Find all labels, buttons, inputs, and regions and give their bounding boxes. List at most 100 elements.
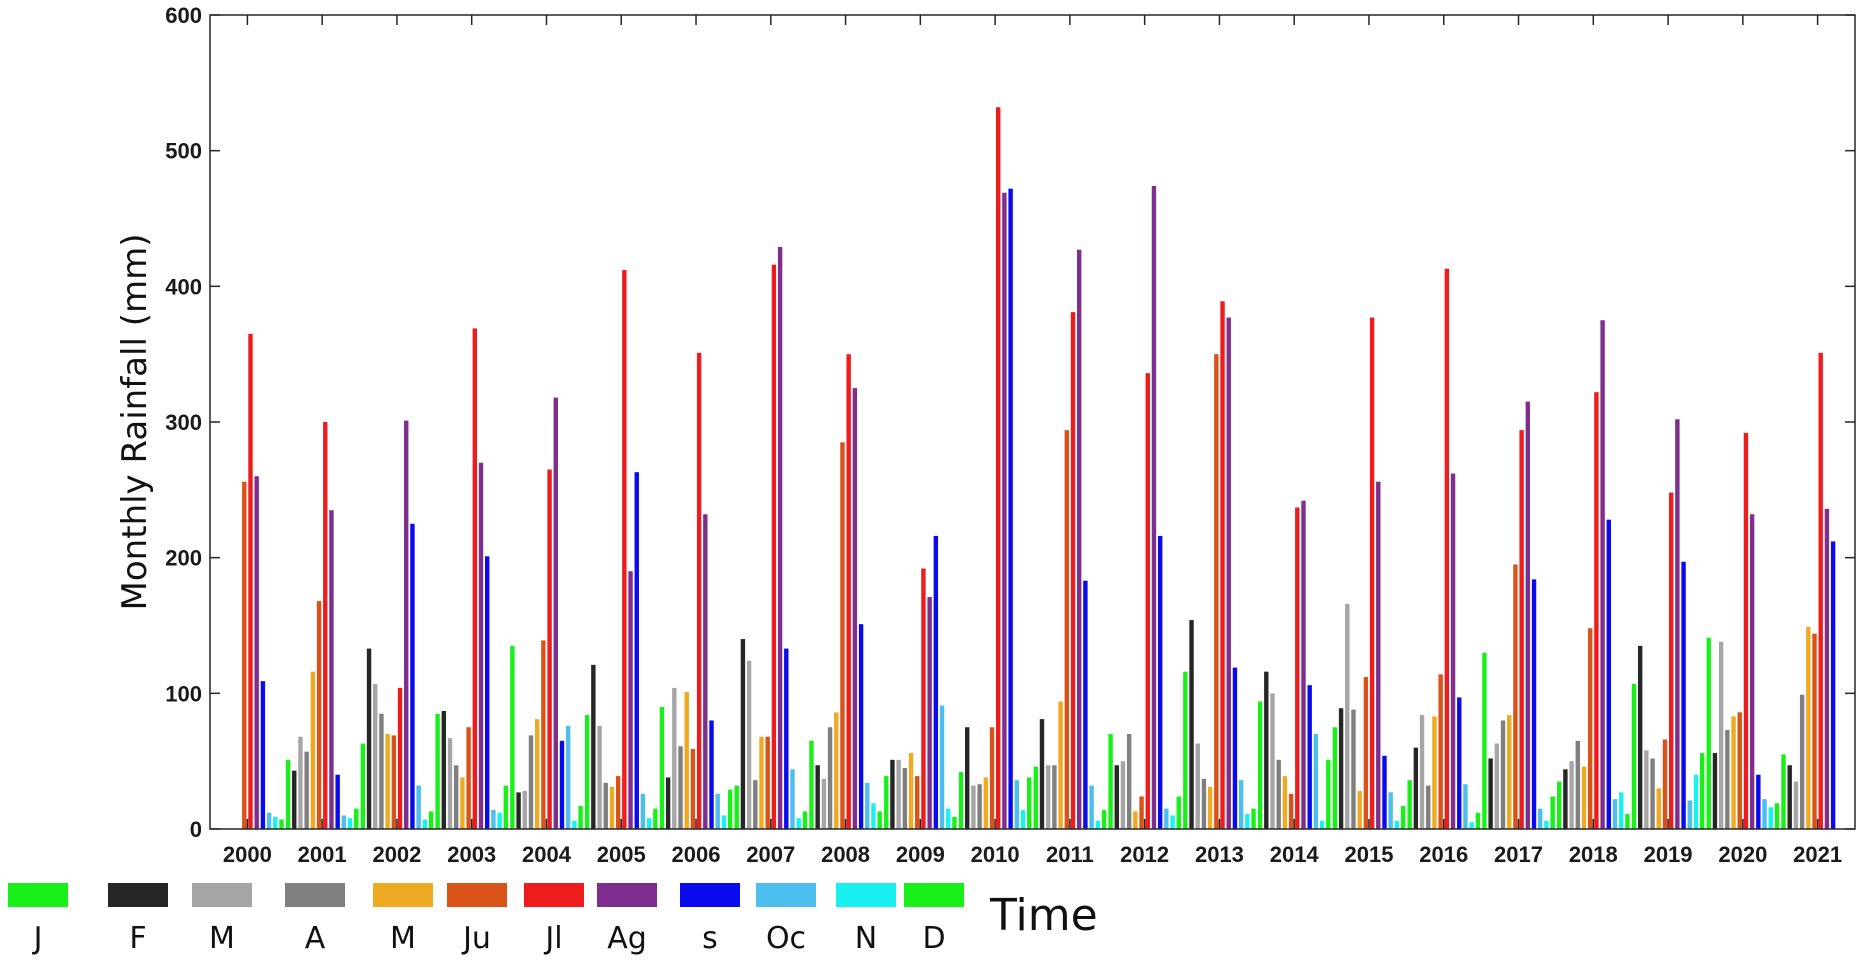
- bar-2005-series-10: [646, 818, 652, 829]
- bar-2008-series-0: [809, 740, 814, 829]
- bar-2009-series-3: [902, 767, 908, 829]
- legend-label-3: A: [305, 921, 326, 956]
- bar-2018-series-1: [1563, 769, 1568, 829]
- bar-2002-series-5: [391, 735, 397, 829]
- bar-2006-series-5: [690, 748, 696, 829]
- bar-2021-series-3: [1799, 694, 1805, 829]
- bar-2018-series-6: [1594, 392, 1599, 829]
- bar-2004-series-0: [510, 645, 515, 829]
- bar-2013-series-1: [1189, 620, 1194, 829]
- bar-2001-series-4: [310, 671, 316, 829]
- bar-2006-series-11: [727, 789, 733, 829]
- bar-2001-series-10: [347, 818, 353, 829]
- bar-2011-series-2: [1045, 765, 1051, 829]
- bar-2009-series-9: [939, 705, 945, 829]
- bar-2015-series-7: [1376, 481, 1381, 829]
- legend-swatch-7: [597, 883, 657, 907]
- bar-2005-series-8: [634, 472, 639, 829]
- bar-2014-series-1: [1264, 671, 1269, 829]
- legend-swatch-1: [108, 883, 168, 907]
- y-tick-label: 500: [165, 139, 202, 164]
- bar-2002-series-3: [379, 713, 384, 829]
- bar-2007-series-6: [771, 264, 777, 829]
- bar-2017-series-2: [1494, 743, 1500, 829]
- bar-2013-series-10: [1245, 814, 1250, 829]
- bar-2000-series-5: [242, 481, 247, 829]
- bar-2021-series-6: [1818, 352, 1823, 829]
- bar-2003-series-0: [435, 713, 440, 829]
- bar-2011-series-10: [1095, 820, 1100, 829]
- legend-label-7: Ag: [607, 921, 647, 956]
- x-tick-label: 2006: [672, 842, 721, 867]
- bar-2001-series-5: [316, 601, 322, 829]
- bar-2004-series-10: [572, 820, 577, 829]
- legend-label-10: N: [855, 921, 877, 956]
- bar-2005-series-9: [640, 793, 646, 829]
- bar-2016-series-4: [1432, 716, 1437, 829]
- bar-2016-series-2: [1419, 715, 1425, 829]
- bar-2003-series-5: [466, 727, 471, 829]
- bar-2013-series-2: [1195, 743, 1200, 829]
- bar-2001-series-1: [292, 770, 297, 829]
- bar-2015-series-1: [1338, 708, 1344, 829]
- bar-2021-series-1: [1787, 765, 1792, 829]
- bar-2002-series-8: [410, 523, 415, 829]
- bar-2017-series-10: [1544, 820, 1549, 829]
- bar-2008-series-9: [865, 782, 870, 829]
- bar-2014-series-0: [1257, 701, 1263, 829]
- x-tick-label: 2007: [746, 842, 795, 867]
- bar-2006-series-1: [665, 777, 671, 829]
- bar-2003-series-7: [478, 462, 484, 829]
- x-tick-label: 2010: [971, 842, 1020, 867]
- bar-2018-series-5: [1588, 628, 1593, 829]
- bar-2011-series-11: [1101, 810, 1107, 829]
- bar-2006-series-2: [672, 687, 677, 829]
- bar-2019-series-11: [1699, 753, 1705, 829]
- legend-swatch-5: [447, 883, 507, 907]
- bar-2016-series-8: [1457, 697, 1462, 829]
- bar-2005-series-7: [628, 571, 633, 829]
- bar-2020-series-3: [1725, 729, 1730, 829]
- bar-2013-series-9: [1238, 780, 1244, 829]
- bar-2011-series-7: [1076, 249, 1082, 829]
- legend-label-8: s: [702, 921, 718, 956]
- bar-2007-series-4: [759, 736, 764, 829]
- bar-2011-series-6: [1070, 312, 1076, 829]
- bar-2001-series-6: [323, 422, 328, 829]
- bar-2009-series-5: [915, 776, 920, 829]
- bar-2014-series-11: [1326, 759, 1331, 829]
- x-tick-label: 2017: [1494, 842, 1543, 867]
- bar-2013-series-3: [1201, 778, 1207, 829]
- bar-2005-series-0: [584, 715, 590, 829]
- bar-2008-series-11: [877, 811, 882, 829]
- bar-2009-series-11: [952, 816, 957, 829]
- bar-2016-series-3: [1426, 785, 1431, 829]
- bar-2021-series-7: [1824, 508, 1830, 829]
- bar-2018-series-7: [1600, 320, 1605, 829]
- bar-2020-series-2: [1718, 641, 1724, 829]
- bar-2020-series-4: [1731, 716, 1736, 829]
- bar-2016-series-11: [1475, 812, 1481, 829]
- bar-2003-series-3: [454, 765, 459, 829]
- legend-label-2: M: [209, 921, 235, 956]
- x-tick-label: 2009: [896, 842, 945, 867]
- bar-2015-series-9: [1388, 792, 1393, 829]
- bar-2009-series-4: [908, 753, 914, 829]
- bar-2008-series-7: [852, 388, 858, 829]
- bar-2001-series-8: [335, 774, 340, 829]
- bar-2013-series-11: [1251, 808, 1256, 829]
- bar-2006-series-6: [696, 352, 702, 829]
- x-tick-label: 2014: [1270, 842, 1320, 867]
- bar-2017-series-4: [1507, 715, 1512, 829]
- bar-2001-series-2: [298, 736, 303, 829]
- bar-2006-series-8: [709, 720, 714, 829]
- bar-2003-series-4: [460, 777, 465, 829]
- bar-2011-series-5: [1064, 430, 1069, 829]
- bar-2014-series-7: [1301, 500, 1306, 829]
- bar-2020-series-6: [1743, 432, 1749, 829]
- bar-2012-series-8: [1157, 535, 1163, 829]
- x-tick-label: 2003: [447, 842, 496, 867]
- bar-2004-series-1: [516, 792, 521, 829]
- y-tick-label: 400: [165, 274, 202, 299]
